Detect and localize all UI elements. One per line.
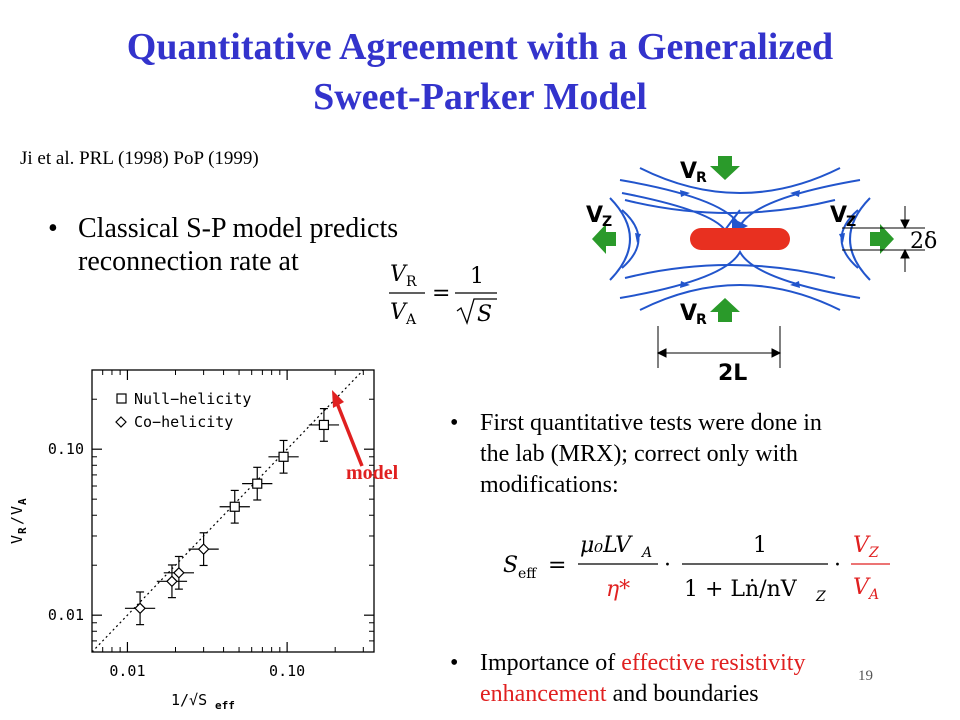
y-tick-label: 0.01 xyxy=(48,606,84,624)
formula2-f3-den: V xyxy=(853,575,871,600)
formula2-dot2: · xyxy=(834,553,841,578)
scaling-plot: 0.01 0.10 0.01 0.10 Null−helicity Co−helici… xyxy=(8,369,375,712)
legend-square-marker xyxy=(116,393,127,404)
vr-bottom-label: V xyxy=(680,301,697,326)
vz-left-sub: Z xyxy=(602,214,612,230)
y-axis-slash: / xyxy=(8,516,26,525)
y-axis-label-v2: V xyxy=(8,506,26,515)
formula2-f2-den-sub: Z xyxy=(815,589,826,605)
formula1-equals: = xyxy=(432,281,450,306)
bullet2-line2: the lab (MRX); correct only with xyxy=(480,441,798,467)
length-label: 2L xyxy=(718,361,747,386)
bullet3-suffix: and boundaries xyxy=(606,681,759,707)
co-helicity-point xyxy=(197,543,210,555)
plot-frame xyxy=(91,369,375,653)
bullet1-line2: reconnection rate at xyxy=(78,246,299,277)
formula2-f3-den-sub: A xyxy=(867,587,879,603)
bullet-classical-sp: • Classical S-P model predicts reconnect… xyxy=(48,212,508,278)
bullet-dot: • xyxy=(450,410,459,436)
formula1-lhs-num: V xyxy=(390,262,408,287)
vr-top-label: V xyxy=(680,159,697,184)
formula1-rhs-num: 1 xyxy=(470,264,484,289)
vr-bottom-sub: R xyxy=(696,312,707,328)
formula2-f1-num-sub: A xyxy=(640,545,652,561)
y-axis-label-sub1: R xyxy=(16,527,29,534)
x-axis-label-sub: eff xyxy=(215,699,235,712)
model-pointer-arrowhead xyxy=(332,390,344,408)
field-lines xyxy=(609,167,871,311)
y-tick-label: 0.10 xyxy=(48,440,84,458)
vz-left-label: V xyxy=(586,203,603,228)
x-tick-label: 0.10 xyxy=(269,662,305,680)
legend-diamond-marker xyxy=(115,416,127,428)
bullet-dot: • xyxy=(48,213,58,244)
outflow-arrow-left xyxy=(592,224,616,254)
formula1-lhs-num-sub: R xyxy=(406,274,417,290)
formula2-f3-num-sub: Z xyxy=(868,545,879,561)
bullet3-red-part1: effective resistivity xyxy=(621,650,806,676)
outflow-arrow-right xyxy=(870,224,894,254)
inflow-arrow-top xyxy=(710,156,740,180)
bullet1-line1: Classical S-P model predicts xyxy=(78,213,399,244)
formula1-rhs-den: S xyxy=(477,302,492,327)
formula2-f2-den: 1 + Lṅ/nV xyxy=(684,577,798,602)
page-number: 19 xyxy=(858,668,873,684)
sp-rate-formula: V R V A = 1 S xyxy=(389,262,497,328)
vz-right-sub: Z xyxy=(846,214,856,230)
reference-citation: Ji et al. PRL (1998) PoP (1999) xyxy=(20,148,259,169)
formula2-lhs-sub: eff xyxy=(518,566,537,582)
y-axis-label-sub2: A xyxy=(16,498,29,505)
slide-title: Quantitative Agreement with a Generalize… xyxy=(0,22,960,122)
co-helicity-point xyxy=(173,566,185,579)
null-helicity-point xyxy=(252,478,263,489)
formula2-f3-num: V xyxy=(853,533,871,558)
co-helicity-point xyxy=(166,575,178,588)
bullet-importance: • Importance of effective resistivity en… xyxy=(450,648,940,710)
formula1-lhs-den-sub: A xyxy=(405,312,417,328)
title-line-2: Sweet-Parker Model xyxy=(313,76,647,118)
x-axis-label: 1/√S xyxy=(171,691,207,709)
bullet3-prefix: Importance of xyxy=(480,650,622,676)
flow-arrows xyxy=(592,156,894,322)
vr-top-sub: R xyxy=(696,170,707,186)
formula2-f1-num: μ₀LV xyxy=(580,533,633,558)
field-arrowheads xyxy=(635,190,845,288)
y-axis-label-v1: V xyxy=(8,535,26,544)
bullet-first-tests: • First quantitative tests were done in … xyxy=(450,408,940,501)
sweet-parker-diagram: V R V R V Z V Z 2L 2δ xyxy=(586,156,937,386)
legend-co-helicity: Co−helicity xyxy=(134,413,233,431)
model-pointer-arrow xyxy=(335,402,364,467)
title-line-1: Quantitative Agreement with a Generalize… xyxy=(126,26,834,68)
null-helicity-point xyxy=(318,419,330,431)
null-helicity-point xyxy=(229,501,240,512)
formula2-equals: = xyxy=(548,553,566,578)
bullet3-red-part2: enhancement xyxy=(480,681,607,707)
vz-right-label: V xyxy=(830,203,847,228)
model-label: model xyxy=(346,462,399,484)
bullet2-line3: modifications: xyxy=(480,472,619,498)
legend-null-helicity: Null−helicity xyxy=(134,390,251,408)
bullet2-line1: First quantitative tests were done in xyxy=(480,410,822,436)
formula2-dot1: · xyxy=(664,553,671,578)
formula2-f2-num: 1 xyxy=(753,533,767,558)
bullet-dot: • xyxy=(450,650,459,676)
inflow-arrow-bottom xyxy=(710,298,740,322)
dimension-lines xyxy=(656,206,925,368)
formula1-lhs-den: V xyxy=(390,300,408,325)
formula2-f1-den: η* xyxy=(606,577,630,602)
sqrt-symbol xyxy=(456,298,497,325)
formula2-lhs: S xyxy=(503,553,518,578)
null-helicity-point xyxy=(278,451,289,462)
s-eff-formula: S eff = μ₀LV A η* · 1 1 + Lṅ/nV Z · V Z … xyxy=(503,533,890,605)
co-helicity-point xyxy=(134,602,146,615)
model-line xyxy=(91,369,364,653)
current-sheet xyxy=(690,228,790,250)
thickness-label: 2δ xyxy=(910,229,937,254)
x-tick-label: 0.01 xyxy=(109,662,145,680)
